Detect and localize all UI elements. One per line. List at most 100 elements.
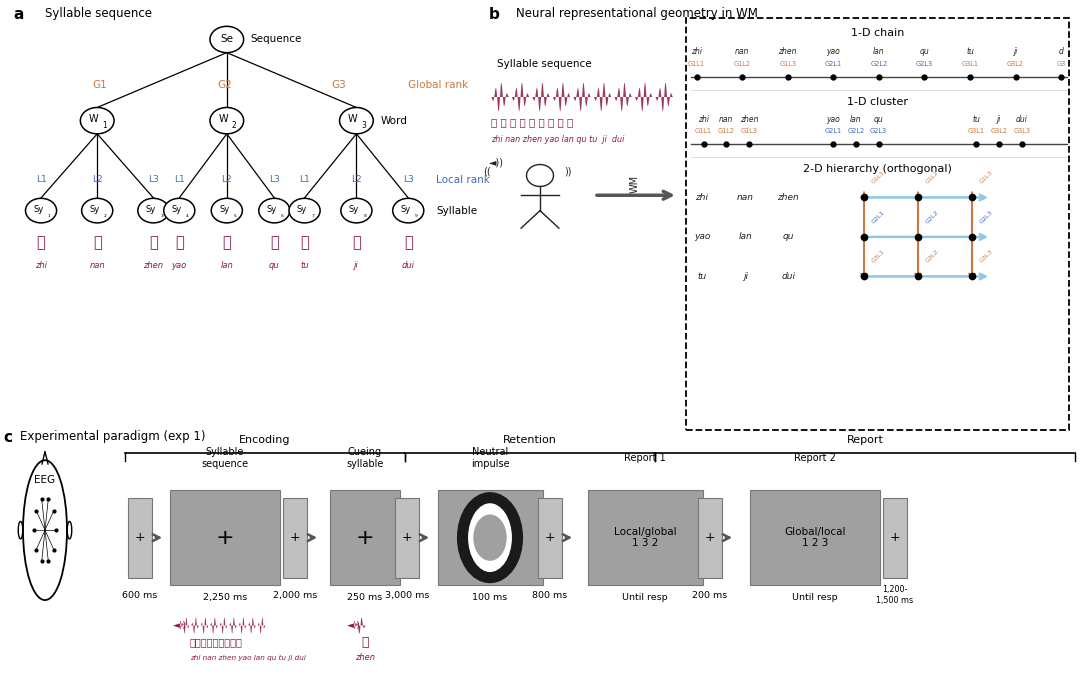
Ellipse shape	[80, 107, 114, 134]
Text: G3: G3	[1056, 61, 1066, 67]
Text: 100 ms: 100 ms	[472, 593, 508, 602]
Text: 指南针摇篮曲突击队: 指南针摇篮曲突击队	[190, 637, 243, 647]
Text: dui: dui	[1016, 115, 1027, 124]
Text: ₄: ₄	[186, 213, 189, 219]
Text: 指: 指	[37, 235, 45, 250]
Text: ◄)): ◄))	[347, 620, 361, 630]
Ellipse shape	[259, 198, 289, 223]
Text: G1L3: G1L3	[780, 61, 796, 67]
Text: 针: 针	[149, 235, 158, 250]
Text: 250 ms: 250 ms	[348, 593, 382, 602]
Text: G1L3: G1L3	[978, 170, 994, 185]
Text: G2L2: G2L2	[924, 209, 940, 225]
Ellipse shape	[210, 107, 244, 134]
Text: G1: G1	[92, 80, 107, 90]
Text: 1-D cluster: 1-D cluster	[847, 97, 908, 107]
Text: Sy: Sy	[401, 205, 410, 214]
Text: 2,250 ms: 2,250 ms	[203, 593, 247, 602]
Ellipse shape	[289, 198, 320, 223]
Text: L3: L3	[148, 176, 159, 184]
Text: L2: L2	[351, 176, 362, 184]
Text: G3L1: G3L1	[870, 249, 886, 264]
Ellipse shape	[18, 521, 23, 539]
Text: +: +	[704, 531, 715, 544]
Text: Sy: Sy	[146, 205, 156, 214]
Text: zhen: zhen	[740, 115, 758, 124]
Text: 1,200-
1,500 ms: 1,200- 1,500 ms	[877, 585, 914, 605]
Text: Global rank: Global rank	[408, 80, 469, 90]
Text: nan: nan	[719, 115, 733, 124]
Text: ₂: ₂	[104, 213, 107, 219]
Text: 3,000 ms: 3,000 ms	[384, 591, 429, 599]
Text: L3: L3	[269, 176, 280, 184]
Text: W: W	[218, 114, 228, 124]
Text: zhi: zhi	[698, 115, 710, 124]
Text: nan: nan	[735, 47, 750, 56]
Text: ₈: ₈	[363, 213, 366, 219]
Text: 南: 南	[93, 235, 102, 250]
Ellipse shape	[210, 26, 244, 53]
Text: EEG: EEG	[35, 475, 55, 485]
Text: Sy: Sy	[349, 205, 359, 214]
Text: 2: 2	[232, 121, 237, 130]
Text: dui: dui	[782, 272, 795, 281]
Text: qu: qu	[269, 261, 280, 270]
Text: lan: lan	[873, 47, 885, 56]
FancyBboxPatch shape	[588, 490, 702, 585]
Text: G2L3: G2L3	[978, 209, 994, 225]
Text: ₁: ₁	[48, 213, 51, 219]
Text: qu: qu	[919, 47, 929, 56]
Text: G3L1: G3L1	[968, 128, 985, 134]
Text: 2-D hierarchy (orthogonal): 2-D hierarchy (orthogonal)	[804, 164, 951, 174]
Text: Sy: Sy	[297, 205, 307, 214]
Text: Global/local
1 2 3: Global/local 1 2 3	[784, 526, 846, 548]
Text: +: +	[216, 528, 234, 547]
Ellipse shape	[67, 521, 71, 539]
Text: 摇: 摇	[175, 235, 184, 250]
Text: tu: tu	[972, 115, 981, 124]
FancyBboxPatch shape	[170, 490, 280, 585]
Text: 击: 击	[352, 235, 361, 250]
Text: ₆: ₆	[281, 213, 284, 219]
Ellipse shape	[462, 497, 517, 578]
Text: ◄)): ◄))	[173, 620, 187, 630]
FancyBboxPatch shape	[883, 497, 907, 578]
Text: yao: yao	[826, 115, 840, 124]
Text: tu: tu	[300, 261, 309, 270]
Text: +: +	[135, 531, 146, 544]
Text: Sy: Sy	[172, 205, 181, 214]
Text: ji: ji	[1013, 47, 1017, 56]
Text: zhi nan zhen yao lan qu tu  ji  dui: zhi nan zhen yao lan qu tu ji dui	[491, 135, 624, 144]
Text: G2L3: G2L3	[916, 61, 933, 67]
Text: Cueing
syllable: Cueing syllable	[347, 447, 383, 468]
Text: tu: tu	[698, 272, 706, 281]
Text: 指 南 针 摇 篮 曲 突 击 队: 指 南 针 摇 篮 曲 突 击 队	[491, 117, 573, 127]
Text: qu: qu	[783, 232, 794, 242]
Text: 2,000 ms: 2,000 ms	[273, 591, 318, 599]
Text: G3L3: G3L3	[978, 249, 994, 264]
Text: G3L2: G3L2	[924, 249, 940, 264]
Text: Syllable: Syllable	[436, 206, 477, 215]
Text: zhen: zhen	[355, 653, 375, 662]
Text: d: d	[1058, 47, 1064, 56]
Text: Encoding: Encoding	[240, 435, 291, 446]
Text: G1L2: G1L2	[718, 128, 734, 134]
Text: lan: lan	[220, 261, 233, 270]
Text: 篮: 篮	[222, 235, 231, 250]
Text: ₇: ₇	[311, 213, 314, 219]
Text: G3: G3	[332, 80, 347, 90]
FancyBboxPatch shape	[330, 490, 400, 585]
Text: Local rank: Local rank	[436, 175, 490, 185]
Text: Word: Word	[380, 115, 407, 126]
Text: Syllable sequence: Syllable sequence	[497, 59, 592, 69]
Text: zhi nan zhen yao lan qu tu ji dui: zhi nan zhen yao lan qu tu ji dui	[190, 655, 306, 661]
Text: L1: L1	[36, 176, 46, 184]
Text: G1L2: G1L2	[924, 170, 940, 185]
Text: zhen: zhen	[144, 261, 163, 270]
Text: L1: L1	[299, 176, 310, 184]
Text: G2L2: G2L2	[870, 61, 888, 67]
Ellipse shape	[339, 107, 374, 134]
Text: ji: ji	[354, 261, 359, 270]
Ellipse shape	[212, 198, 242, 223]
Ellipse shape	[341, 198, 372, 223]
